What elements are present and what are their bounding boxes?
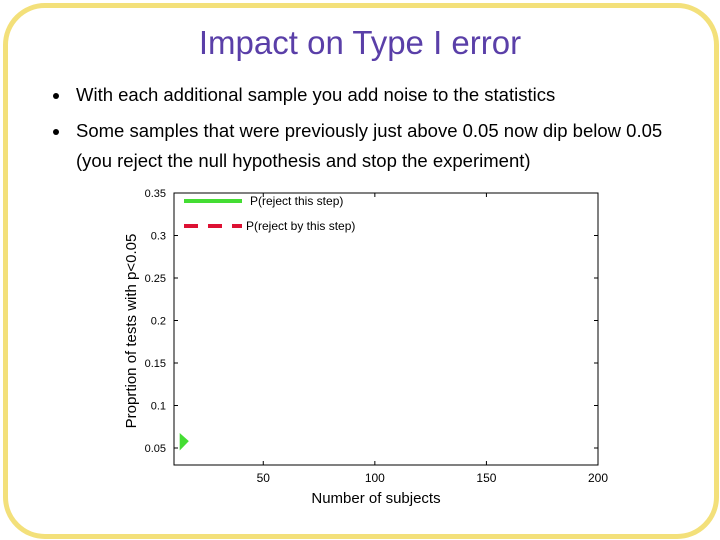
y-tick-label: 0.35 [145, 188, 166, 200]
bullet-dot-icon [53, 129, 59, 135]
x-axis-label: Number of subjects [311, 490, 440, 507]
y-tick-label: 0.15 [145, 358, 166, 370]
bullet-list: With each additional sample you add nois… [48, 80, 688, 182]
y-tick-label: 0.05 [145, 443, 166, 455]
plot-area-frame [173, 192, 599, 466]
legend-label: P(reject by this step) [246, 219, 355, 233]
bullet-dot-icon [53, 93, 59, 99]
x-tick-label: 150 [476, 471, 496, 485]
x-tick-label: 200 [588, 471, 608, 485]
bullet-item: With each additional sample you add nois… [48, 80, 688, 110]
slide-title: Impact on Type I error [198, 24, 522, 61]
y-tick-label: 0.1 [151, 401, 166, 413]
series-line [179, 433, 189, 451]
bullet-text: Some samples that were previously just a… [76, 120, 663, 171]
x-tick-label: 50 [257, 471, 271, 485]
bullet-item: Some samples that were previously just a… [48, 116, 688, 176]
y-tick-label: 0.25 [145, 273, 166, 285]
line-chart: 0.05 0.1 0.15 0.2 0.25 0.3 0.35 50 100 150 200 Numb… [123, 188, 608, 507]
y-tick-label: 0.3 [151, 231, 166, 243]
y-axis-label: Proprtion of tests with p<0.05 [123, 234, 140, 429]
y-tick-label: 0.2 [151, 316, 166, 328]
legend-label: P(reject this step) [250, 194, 343, 208]
bullet-text: With each additional sample you add nois… [76, 84, 556, 105]
slide-frame [3, 3, 719, 539]
x-tick-label: 100 [365, 471, 385, 485]
